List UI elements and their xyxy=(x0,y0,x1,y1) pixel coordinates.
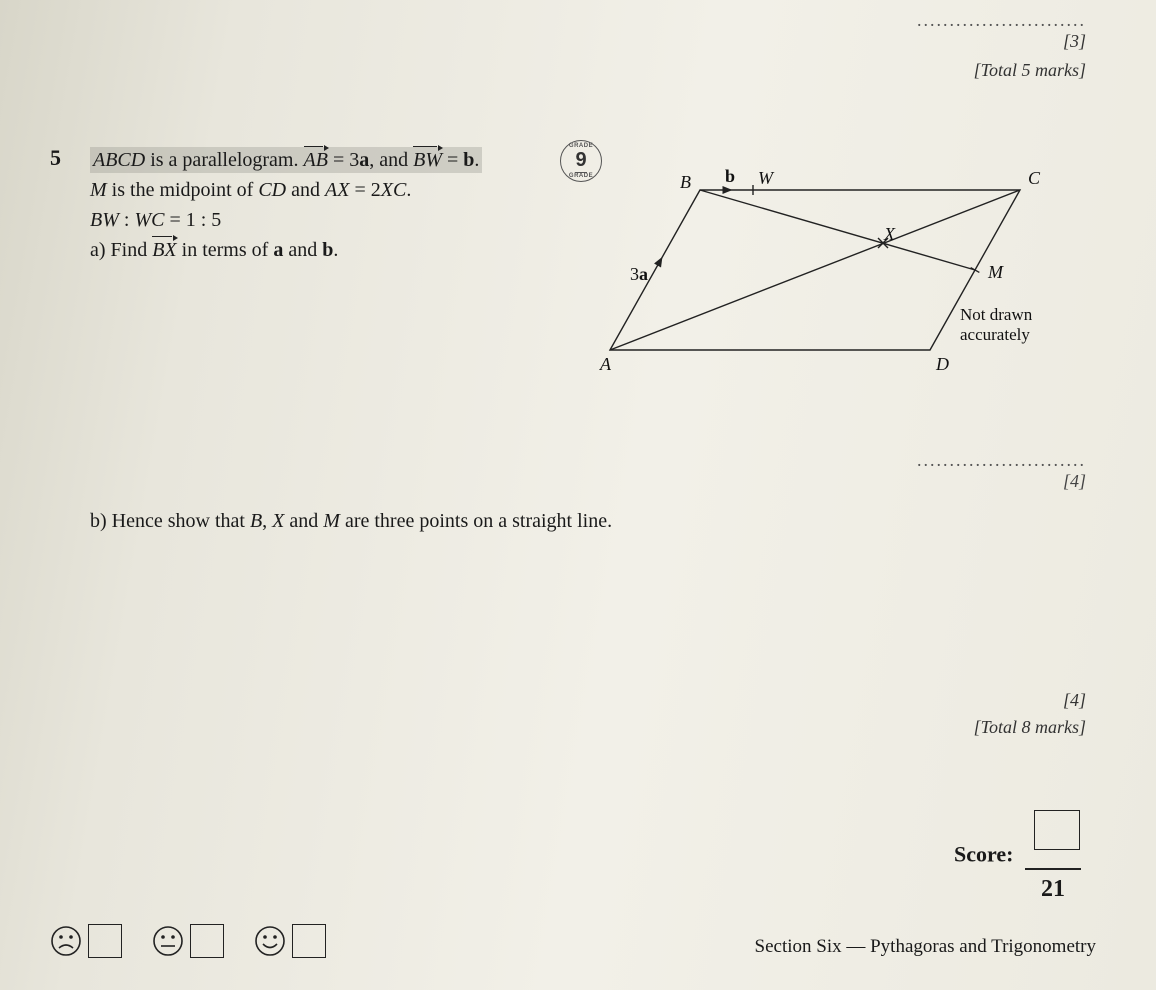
answer-dots-prev: .......................... xyxy=(917,10,1086,31)
neutral-checkbox[interactable] xyxy=(190,924,224,958)
mark-3: [3] xyxy=(917,31,1086,52)
vector-BX: BX xyxy=(152,235,176,265)
parallelogram-diagram: A B C D W M Xb 3a Not drawnaccurately xyxy=(580,160,1060,380)
self-assessment-row xyxy=(50,924,326,958)
question-number: 5 xyxy=(50,145,61,171)
q5-line1-highlight: ABCD is a parallelogram. AB = 3a, and BW… xyxy=(90,147,482,173)
smiley-neutral[interactable] xyxy=(152,924,224,958)
sad-checkbox[interactable] xyxy=(88,924,122,958)
total-5-marks: [Total 5 marks] xyxy=(917,60,1086,81)
svg-text:Not drawn: Not drawn xyxy=(960,305,1033,324)
smiley-sad[interactable] xyxy=(50,924,122,958)
mark-4a: [4] xyxy=(1063,471,1086,491)
svg-text:X: X xyxy=(883,224,896,244)
section-footer: Section Six — Pythagoras and Trigonometr… xyxy=(755,936,1096,958)
svg-text:accurately: accurately xyxy=(960,325,1030,344)
vector-AB: AB xyxy=(304,145,328,175)
vector-BW: BW xyxy=(413,145,442,175)
part-b-text: b) Hence show that B, X and M are three … xyxy=(90,510,612,533)
score-box: Score: 21 xyxy=(954,810,1081,903)
svg-text:C: C xyxy=(1028,168,1041,188)
svg-text:B: B xyxy=(680,172,691,192)
score-label: Score: xyxy=(954,842,1013,867)
svg-text:3a: 3a xyxy=(630,264,648,284)
score-numerator-box xyxy=(1034,810,1080,850)
svg-text:b: b xyxy=(725,166,735,186)
total-8-marks: [Total 8 marks] xyxy=(974,717,1086,738)
answer-line-part-a: .......................... [4] xyxy=(876,450,1086,492)
happy-checkbox[interactable] xyxy=(292,924,326,958)
question-5-body: ABCD is a parallelogram. AB = 3a, and BW… xyxy=(90,145,630,265)
marks-part-b: [4] [Total 8 marks] xyxy=(974,690,1086,738)
svg-text:D: D xyxy=(935,354,949,374)
svg-text:W: W xyxy=(758,168,775,188)
top-right-marks: .......................... [3] [Total 5 … xyxy=(917,10,1086,81)
svg-text:M: M xyxy=(987,262,1004,282)
score-denominator: 21 xyxy=(1041,876,1065,902)
mark-4b: [4] xyxy=(974,690,1086,711)
svg-text:A: A xyxy=(599,354,612,374)
smiley-happy[interactable] xyxy=(254,924,326,958)
